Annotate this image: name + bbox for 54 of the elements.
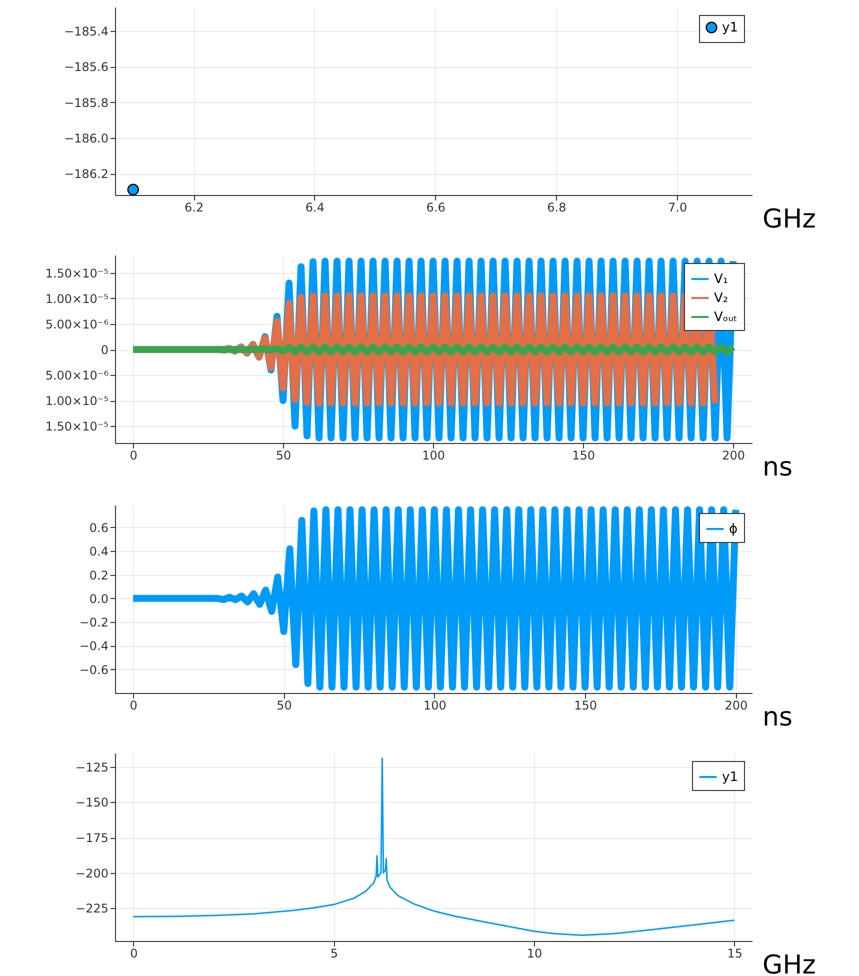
x-axis-title: GHz	[762, 950, 816, 976]
x-tick-label: 6.8	[547, 200, 566, 214]
y-tick-label: −186.2	[64, 167, 108, 182]
x-tick-label: 10	[526, 946, 542, 960]
y-tick-label: 1.50×10⁻⁵	[45, 420, 109, 434]
y-tick-label: −0.2	[79, 616, 108, 630]
y-tick-label: −185.6	[64, 60, 108, 74]
y-tick-label: −175	[76, 831, 108, 846]
y-tick-label: −0.4	[79, 639, 108, 654]
x-tick-label: 100	[423, 698, 446, 712]
y-tick-label: −185.4	[64, 24, 108, 39]
y-tick-label: 5.00×10⁻⁶	[45, 368, 109, 383]
y-tick-label: 0.2	[89, 568, 108, 582]
y-tick-label: 1.50×10⁻⁵	[45, 266, 109, 280]
legend-label: V₂	[714, 291, 728, 306]
x-axis-title: ns	[762, 702, 793, 732]
x-tick-label: 6.2	[184, 200, 204, 214]
y-tick-label: −185.8	[64, 96, 108, 110]
y-tick-label: −225	[76, 902, 108, 916]
y-tick-label: −186.0	[64, 131, 108, 146]
x-tick-label: 150	[574, 698, 598, 712]
x-tick-label: 50	[276, 698, 292, 712]
x-tick-label: 50	[276, 448, 292, 462]
legend-label: y1	[722, 20, 738, 36]
x-tick-label: 0	[130, 698, 138, 712]
x-tick-label: 150	[572, 448, 596, 462]
legend-label: y1	[722, 770, 738, 785]
x-tick-label: 7.0	[668, 200, 688, 214]
x-tick-label: 0	[130, 448, 138, 462]
x-tick-label: 100	[422, 448, 446, 462]
y-tick-label: −0.6	[79, 662, 108, 677]
y-tick-label: 5.00×10⁻⁶	[45, 317, 109, 332]
x-tick-label: 200	[722, 448, 746, 462]
x-tick-label: 15	[727, 946, 743, 960]
x-axis-title: GHz	[762, 204, 816, 234]
y-tick-label: −150	[76, 796, 108, 810]
y-tick-label: 0	[100, 343, 108, 358]
legend-label: V₁	[714, 272, 728, 287]
y-tick-label: −125	[76, 760, 108, 774]
x-axis-title: ns	[762, 452, 793, 482]
x-tick-label: 6.6	[426, 200, 446, 214]
y-tick-label: 0.6	[89, 520, 108, 535]
x-tick-label: 200	[724, 698, 748, 712]
y-tick-label: 0.0	[89, 592, 108, 606]
y-tick-label: 1.00×10⁻⁵	[45, 394, 109, 408]
x-tick-label: 6.4	[305, 200, 324, 214]
x-tick-label: 5	[330, 946, 338, 960]
y-tick-label: 0.4	[89, 544, 108, 559]
y-tick-label: 1.00×10⁻⁵	[45, 292, 109, 306]
legend-label: Vₒᵤₜ	[714, 310, 738, 325]
line-series	[132, 758, 736, 936]
x-tick-label: 0	[130, 946, 138, 960]
y-tick-label: −200	[76, 866, 108, 880]
legend-label: ϕ	[729, 522, 738, 537]
